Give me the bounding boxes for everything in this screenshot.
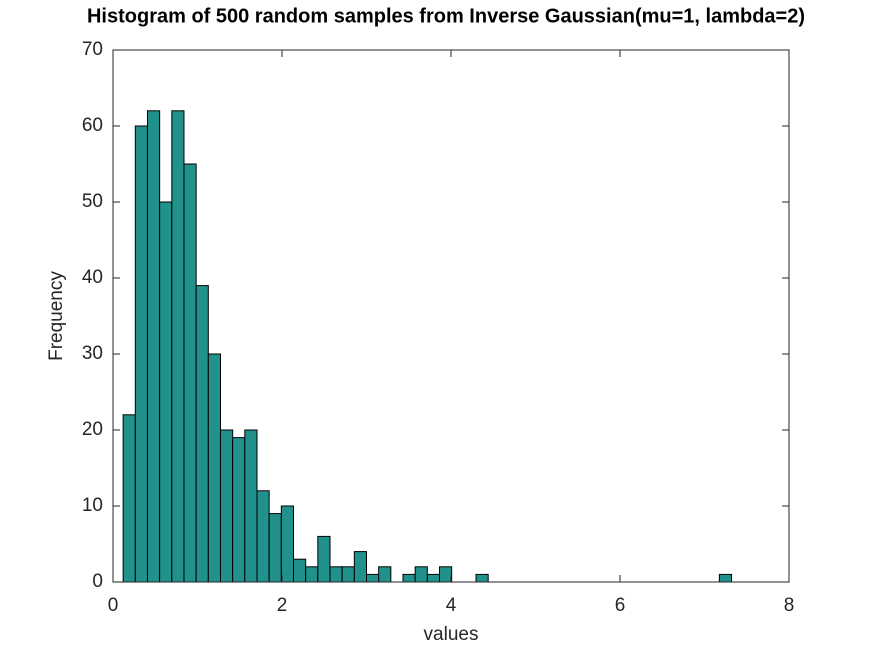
bar bbox=[232, 437, 246, 583]
bar bbox=[402, 573, 416, 583]
y-tick-label: 30 bbox=[82, 343, 103, 364]
y-tick-label: 0 bbox=[92, 571, 103, 592]
bar bbox=[475, 573, 489, 583]
bar bbox=[378, 566, 392, 583]
x-axis-label: values bbox=[424, 624, 479, 645]
bar bbox=[353, 551, 368, 583]
x-tick-label: 4 bbox=[446, 595, 457, 616]
bar bbox=[195, 285, 209, 583]
bar bbox=[317, 535, 331, 583]
bar bbox=[439, 566, 453, 583]
y-tick-label: 60 bbox=[82, 115, 103, 136]
x-tick-label: 8 bbox=[784, 595, 795, 616]
bar bbox=[268, 513, 282, 583]
chart-title: Histogram of 500 random samples from Inv… bbox=[87, 5, 805, 27]
y-tick-label: 50 bbox=[82, 191, 103, 212]
bar bbox=[256, 490, 270, 583]
bar bbox=[305, 566, 319, 583]
bar bbox=[414, 566, 428, 583]
bar bbox=[146, 110, 161, 583]
bar bbox=[207, 353, 221, 583]
bar bbox=[122, 414, 136, 583]
bar bbox=[244, 429, 258, 583]
x-tick-label: 6 bbox=[615, 595, 626, 616]
bar bbox=[134, 125, 148, 583]
bar bbox=[183, 163, 197, 583]
y-tick-label: 10 bbox=[82, 495, 103, 516]
bar bbox=[329, 566, 343, 583]
bar bbox=[219, 429, 234, 583]
plot-area bbox=[122, 110, 733, 583]
bar bbox=[159, 201, 173, 583]
y-axis-label: Frequency bbox=[46, 271, 67, 361]
bar bbox=[292, 558, 307, 583]
x-tick-label: 2 bbox=[277, 595, 288, 616]
bar bbox=[171, 110, 185, 583]
y-tick-label: 70 bbox=[82, 39, 103, 60]
y-tick-label: 20 bbox=[82, 419, 103, 440]
bar bbox=[366, 573, 380, 583]
bar bbox=[718, 573, 733, 583]
y-tick-label: 40 bbox=[82, 267, 103, 288]
x-tick-label: 0 bbox=[108, 595, 119, 616]
bar bbox=[280, 505, 294, 583]
bar bbox=[426, 573, 441, 583]
bar bbox=[341, 566, 355, 583]
